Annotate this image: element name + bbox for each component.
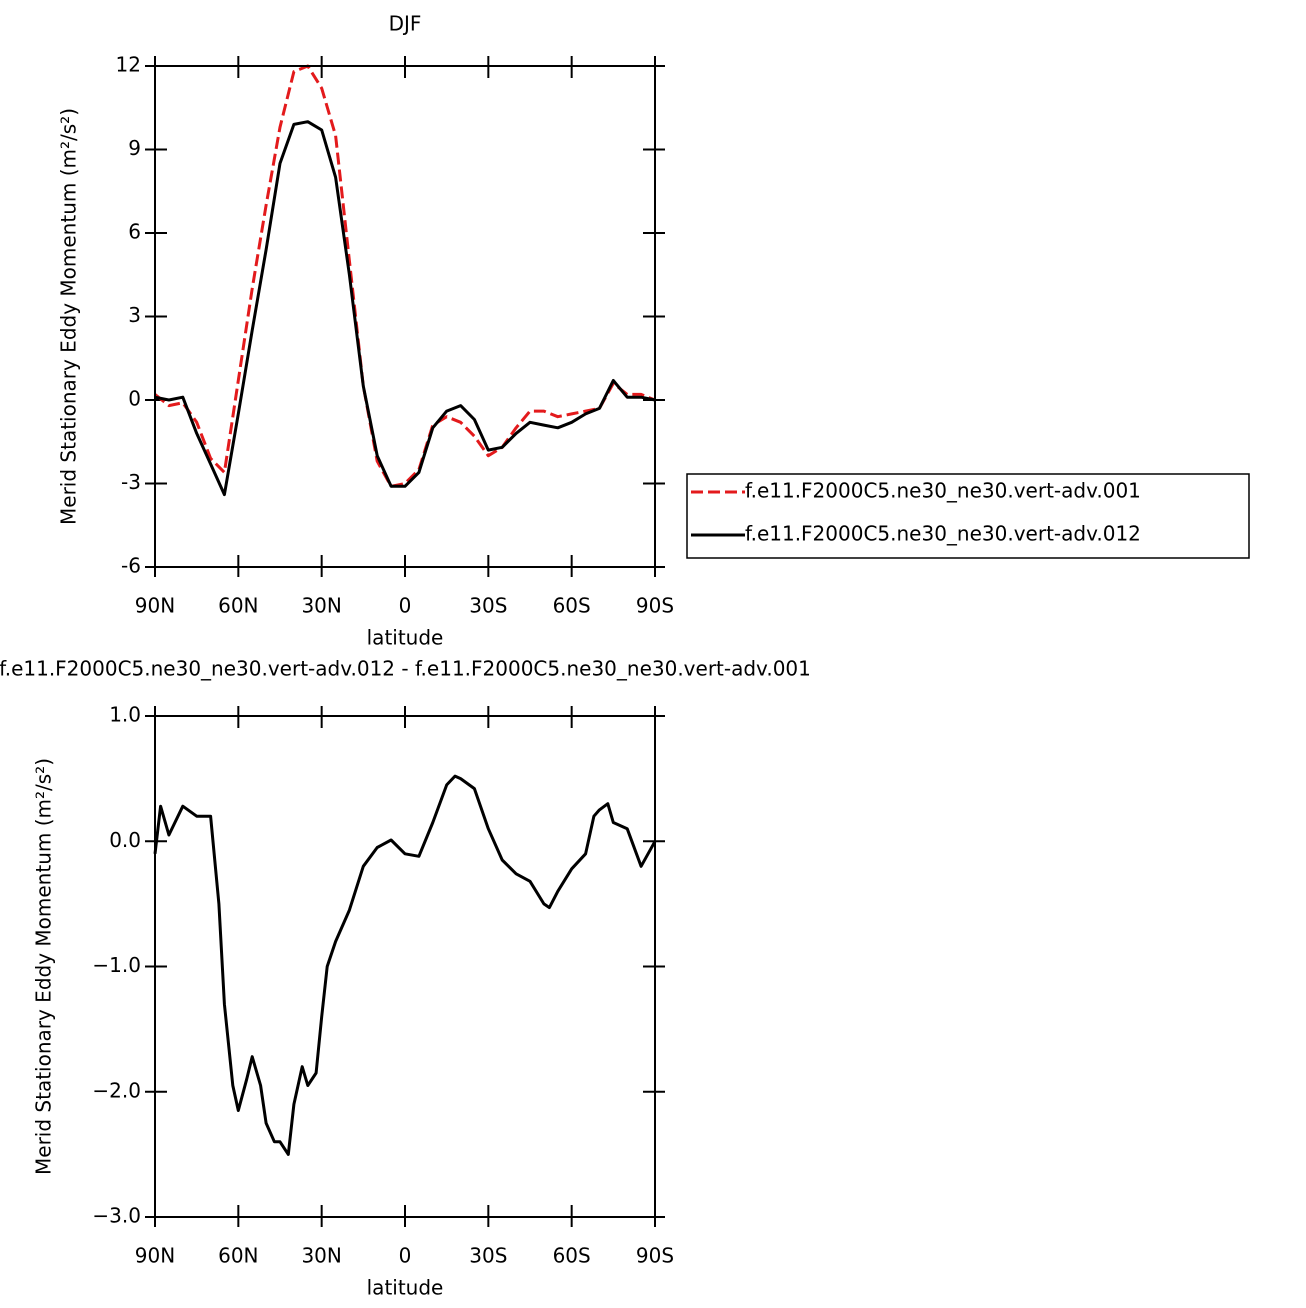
y-tick-label: -6 — [121, 554, 141, 578]
data-line — [154, 64, 656, 488]
x-tick-label: 30S — [469, 594, 507, 618]
x-axis-label: latitude — [367, 626, 444, 650]
x-tick-label: 90N — [135, 594, 175, 618]
x-tick-label: 60S — [553, 594, 591, 618]
plot-frame — [154, 65, 656, 568]
y-tick-label: −3.0 — [92, 1204, 141, 1228]
y-tick-label: −1.0 — [92, 953, 141, 977]
x-tick-label: 30S — [469, 1244, 507, 1268]
y-tick-label: 3 — [128, 303, 141, 327]
x-tick-label: 90S — [636, 594, 674, 618]
legend-label: f.e11.F2000C5.ne30_ne30.vert-adv.012 — [745, 522, 1141, 546]
data-line — [154, 120, 656, 497]
plot-frame — [154, 715, 656, 1218]
chart-title: DJF — [389, 12, 422, 36]
chart-title: f.e11.F2000C5.ne30_ne30.vert-adv.012 - f… — [0, 657, 811, 681]
y-axis-label: Merid Stationary Eddy Momentum (m²/s²) — [32, 758, 56, 1175]
y-tick-label: 0 — [128, 387, 141, 411]
y-tick-label: 9 — [128, 136, 141, 160]
y-tick-label: −2.0 — [92, 1078, 141, 1102]
legend-label: f.e11.F2000C5.ne30_ne30.vert-adv.001 — [745, 479, 1141, 503]
y-tick-label: 6 — [128, 220, 141, 244]
y-tick-label: -3 — [121, 470, 141, 494]
x-tick-label: 60S — [553, 1244, 591, 1268]
x-tick-label: 30N — [301, 594, 341, 618]
y-tick-label: 12 — [116, 53, 141, 77]
x-tick-label: 60N — [218, 594, 258, 618]
y-axis-label: Merid Stationary Eddy Momentum (m²/s²) — [57, 108, 81, 525]
y-tick-label: 1.0 — [109, 703, 141, 727]
x-tick-label: 90N — [135, 1244, 175, 1268]
x-tick-label: 90S — [636, 1244, 674, 1268]
x-tick-label: 30N — [301, 1244, 341, 1268]
x-tick-label: 0 — [399, 594, 412, 618]
x-tick-label: 60N — [218, 1244, 258, 1268]
x-axis-label: latitude — [367, 1276, 444, 1300]
y-tick-label: 0.0 — [109, 828, 141, 852]
data-line — [153, 774, 657, 1156]
x-tick-label: 0 — [399, 1244, 412, 1268]
legend-box — [686, 473, 1250, 559]
